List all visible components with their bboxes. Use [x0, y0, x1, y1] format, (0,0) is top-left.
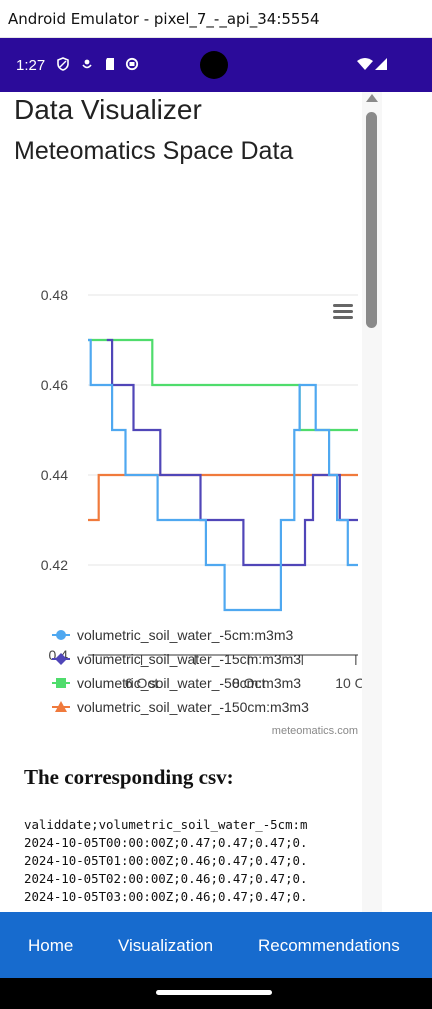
sd-card-icon	[106, 58, 114, 70]
y-tick-label: 0.48	[41, 287, 68, 303]
x-tick-label: 8 Oct	[232, 675, 266, 691]
app-content: Data Visualizer Meteomatics Space Data 0…	[0, 92, 432, 912]
csv-line: 2024-10-05T00:00:00Z;0.47;0.47;0.47;0.	[24, 835, 308, 850]
series-line-3[interactable]	[88, 473, 358, 522]
camera-cutout	[200, 51, 228, 79]
chart-menu-icon[interactable]	[332, 302, 354, 320]
legend-label: volumetric_soil_water_-15cm:m3m3	[77, 651, 301, 667]
series-line-0[interactable]	[88, 338, 358, 612]
page-subtitle: Meteomatics Space Data	[14, 137, 294, 165]
window-titlebar: Android Emulator - pixel_7_-_api_34:5554	[0, 0, 432, 38]
legend-triangle-marker-icon	[55, 701, 67, 712]
home-gesture-pill[interactable]	[156, 990, 272, 995]
window-title: Android Emulator - pixel_7_-_api_34:5554	[8, 10, 320, 28]
page-title: Data Visualizer	[14, 94, 202, 125]
legend-label: volumetric_soil_water_-5cm:m3m3	[77, 627, 294, 643]
legend-circle-marker-icon	[56, 630, 66, 640]
csv-line: validdate;volumetric_soil_water_-5cm:m	[24, 817, 308, 832]
series-line-1[interactable]	[106, 338, 358, 567]
cellular-signal-icon	[375, 58, 387, 70]
csv-heading: The corresponding csv:	[24, 765, 234, 789]
legend-item[interactable]: volumetric_soil_water_-5cm:m3m3	[52, 627, 294, 643]
nav-visualization-button[interactable]: Visualization	[118, 936, 214, 955]
legend-label: volumetric_soil_water_-50cm:m3m3	[77, 675, 301, 691]
wifi-icon	[357, 58, 373, 70]
series-line-2[interactable]	[88, 338, 358, 432]
system-navigation-bar	[0, 978, 432, 1009]
y-tick-label: 0.42	[41, 557, 68, 573]
csv-line: 2024-10-05T03:00:00Z;0.46;0.47;0.47;0.	[24, 889, 308, 904]
legend-item[interactable]: volumetric_soil_water_-150cm:m3m3	[52, 699, 309, 715]
legend-item[interactable]: volumetric_soil_water_-15cm:m3m3	[52, 651, 301, 667]
legend-diamond-marker-icon	[55, 653, 67, 665]
nav-home-button[interactable]: Home	[28, 936, 74, 955]
legend-label: volumetric_soil_water_-150cm:m3m3	[77, 699, 309, 715]
nav-recommendations-button[interactable]: Recommendations	[258, 936, 400, 955]
chart-credits[interactable]: meteomatics.com	[272, 725, 358, 737]
y-tick-label: 0.46	[41, 377, 68, 393]
csv-line: 2024-10-05T01:00:00Z;0.46;0.47;0.47;0.	[24, 853, 308, 868]
x-tick-label: 10 Oct	[335, 675, 362, 691]
scroll-up-arrow-icon[interactable]	[366, 94, 378, 102]
csv-content: validdate;volumetric_soil_water_-5cm:m 20…	[24, 816, 362, 906]
csv-line: 2024-10-05T02:00:00Z;0.46;0.47;0.47;0.	[24, 871, 308, 886]
sync-icon	[125, 57, 139, 71]
android-statusbar: 1:27	[0, 38, 432, 92]
shield-icon	[57, 57, 69, 71]
legend-square-marker-icon	[56, 678, 66, 688]
status-time: 1:27	[16, 57, 46, 74]
scrollbar-thumb[interactable]	[366, 112, 377, 328]
usb-debug-icon	[82, 59, 92, 69]
bottom-navigation: Home Visualization Recommendations	[0, 912, 432, 978]
legend-item[interactable]: volumetric_soil_water_-50cm:m3m3	[52, 675, 301, 691]
x-tick-label: 6 Oct	[125, 675, 159, 691]
y-tick-label: 0.44	[41, 467, 68, 483]
